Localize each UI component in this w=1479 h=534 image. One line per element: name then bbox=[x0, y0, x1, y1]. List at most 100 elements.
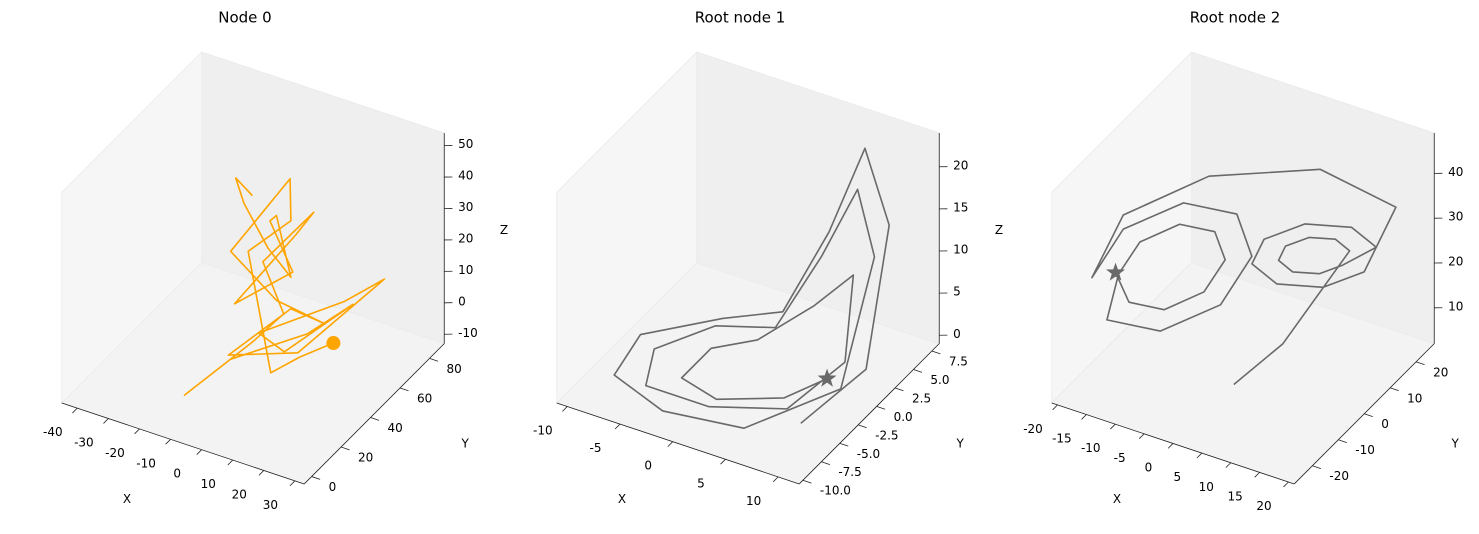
z-tick-label: 30 bbox=[458, 200, 473, 214]
y-tick-label: 20 bbox=[358, 450, 373, 464]
x-tick-label: 5 bbox=[697, 476, 705, 490]
y-tick-label: 7.5 bbox=[949, 354, 968, 368]
x-axis-line bbox=[556, 402, 800, 485]
y-tick bbox=[876, 406, 886, 410]
x-tick-label: 0 bbox=[173, 467, 181, 481]
y-tick bbox=[1390, 387, 1399, 392]
x-tick-label: -20 bbox=[105, 446, 125, 460]
y-tick-label: 10 bbox=[1407, 391, 1422, 405]
z-tick-label: 10 bbox=[458, 263, 473, 277]
y-tick-label: 0 bbox=[1381, 417, 1389, 431]
y-tick bbox=[1312, 465, 1322, 469]
z-axis-label: Z bbox=[500, 223, 508, 237]
y-axis-line bbox=[303, 343, 445, 485]
x-tick bbox=[227, 459, 234, 466]
x-tick-label: -40 bbox=[43, 425, 63, 439]
y-axis-line bbox=[798, 343, 940, 485]
x-tick-label: 10 bbox=[201, 477, 216, 491]
x-tick bbox=[1196, 452, 1203, 459]
y-tick bbox=[931, 350, 941, 355]
y-tick-label: -5.0 bbox=[857, 447, 880, 461]
z-tick-label: 5 bbox=[953, 285, 961, 299]
x-axis-label: X bbox=[1113, 492, 1121, 506]
x-tick bbox=[134, 428, 140, 435]
x-tick bbox=[103, 418, 109, 424]
x-axis-label: X bbox=[618, 492, 626, 506]
x-tick bbox=[1138, 433, 1145, 439]
x-tick bbox=[614, 423, 621, 430]
y-tick bbox=[399, 387, 409, 392]
x-tick bbox=[1110, 423, 1116, 430]
x-axis-label: X bbox=[123, 492, 131, 506]
y-tick-label: 5.0 bbox=[930, 373, 949, 387]
x-tick-label: 10 bbox=[1199, 480, 1214, 494]
y-tick-label: 20 bbox=[1433, 365, 1448, 379]
x-tick-label: -20 bbox=[1023, 422, 1043, 436]
x-tick-label: 10 bbox=[746, 494, 761, 508]
x-tick-label: 0 bbox=[1145, 460, 1153, 474]
x-tick bbox=[1254, 472, 1260, 478]
y-tick bbox=[894, 387, 904, 392]
y-tick bbox=[802, 479, 812, 484]
y-tick-label: 2.5 bbox=[912, 391, 931, 405]
z-tick-label: 50 bbox=[458, 137, 473, 151]
x-tick-label: -5 bbox=[590, 441, 602, 455]
y-tick bbox=[311, 476, 321, 480]
y-tick-label: 0.0 bbox=[894, 410, 913, 424]
x-tick bbox=[1081, 414, 1087, 420]
chart-title: Root node 2 bbox=[1190, 9, 1281, 27]
z-tick-label: 0 bbox=[458, 294, 466, 308]
z-tick-label: -10 bbox=[458, 326, 478, 340]
z-tick-label: 40 bbox=[1448, 165, 1463, 179]
end-marker bbox=[817, 368, 837, 387]
z-tick-label: 40 bbox=[458, 169, 473, 183]
z-tick-label: 0 bbox=[953, 327, 961, 341]
x-tick bbox=[1052, 404, 1058, 411]
x-tick bbox=[1167, 443, 1174, 449]
y-tick bbox=[1415, 361, 1425, 366]
x-tick bbox=[72, 407, 78, 414]
x-tick-label: -10 bbox=[533, 424, 553, 438]
x-tick-label: 5 bbox=[1174, 470, 1182, 484]
z-tick-label: 20 bbox=[953, 158, 968, 172]
x-tick bbox=[258, 470, 265, 476]
trajectory bbox=[1091, 168, 1397, 386]
x-tick bbox=[562, 406, 568, 412]
y-tick-label: -7.5 bbox=[838, 465, 861, 479]
y-tick bbox=[839, 442, 849, 447]
x-tick-label: -10 bbox=[1081, 441, 1101, 455]
z-axis-label: Z bbox=[995, 223, 1003, 237]
x-tick-label: 20 bbox=[1256, 499, 1271, 513]
y-tick bbox=[1338, 439, 1347, 443]
y-tick bbox=[340, 446, 350, 451]
y-tick-label: -10.0 bbox=[820, 484, 851, 498]
y-tick bbox=[1364, 413, 1373, 418]
x-tick-label: -30 bbox=[74, 436, 94, 450]
z-tick-label: 15 bbox=[953, 200, 968, 214]
trajectory bbox=[613, 147, 890, 429]
y-axis-label: Y bbox=[955, 437, 964, 451]
x-tick-label: -15 bbox=[1052, 432, 1072, 446]
chart-title: Node 0 bbox=[218, 9, 271, 27]
y-tick-label: -10 bbox=[1355, 443, 1375, 457]
z-tick-label: 10 bbox=[1448, 299, 1463, 313]
z-tick-label: 20 bbox=[1448, 255, 1463, 269]
end-marker bbox=[1106, 262, 1126, 281]
x-tick bbox=[720, 459, 726, 465]
trajectory bbox=[183, 177, 386, 396]
y-tick bbox=[858, 424, 867, 429]
x-tick-label: -5 bbox=[1114, 451, 1126, 465]
x-tick-label: 15 bbox=[1227, 489, 1242, 503]
y-tick-label: -2.5 bbox=[875, 428, 898, 442]
x-tick bbox=[772, 476, 779, 483]
x-tick bbox=[667, 441, 674, 447]
y-axis-label: Y bbox=[460, 437, 469, 451]
x-tick bbox=[1225, 462, 1232, 468]
z-tick-label: 10 bbox=[953, 243, 968, 257]
y-tick-label: 60 bbox=[417, 391, 432, 405]
y-tick bbox=[821, 461, 830, 466]
y-axis-label: Y bbox=[1450, 437, 1459, 451]
x-tick-label: 20 bbox=[232, 487, 247, 501]
z-tick-label: 30 bbox=[1448, 210, 1463, 224]
